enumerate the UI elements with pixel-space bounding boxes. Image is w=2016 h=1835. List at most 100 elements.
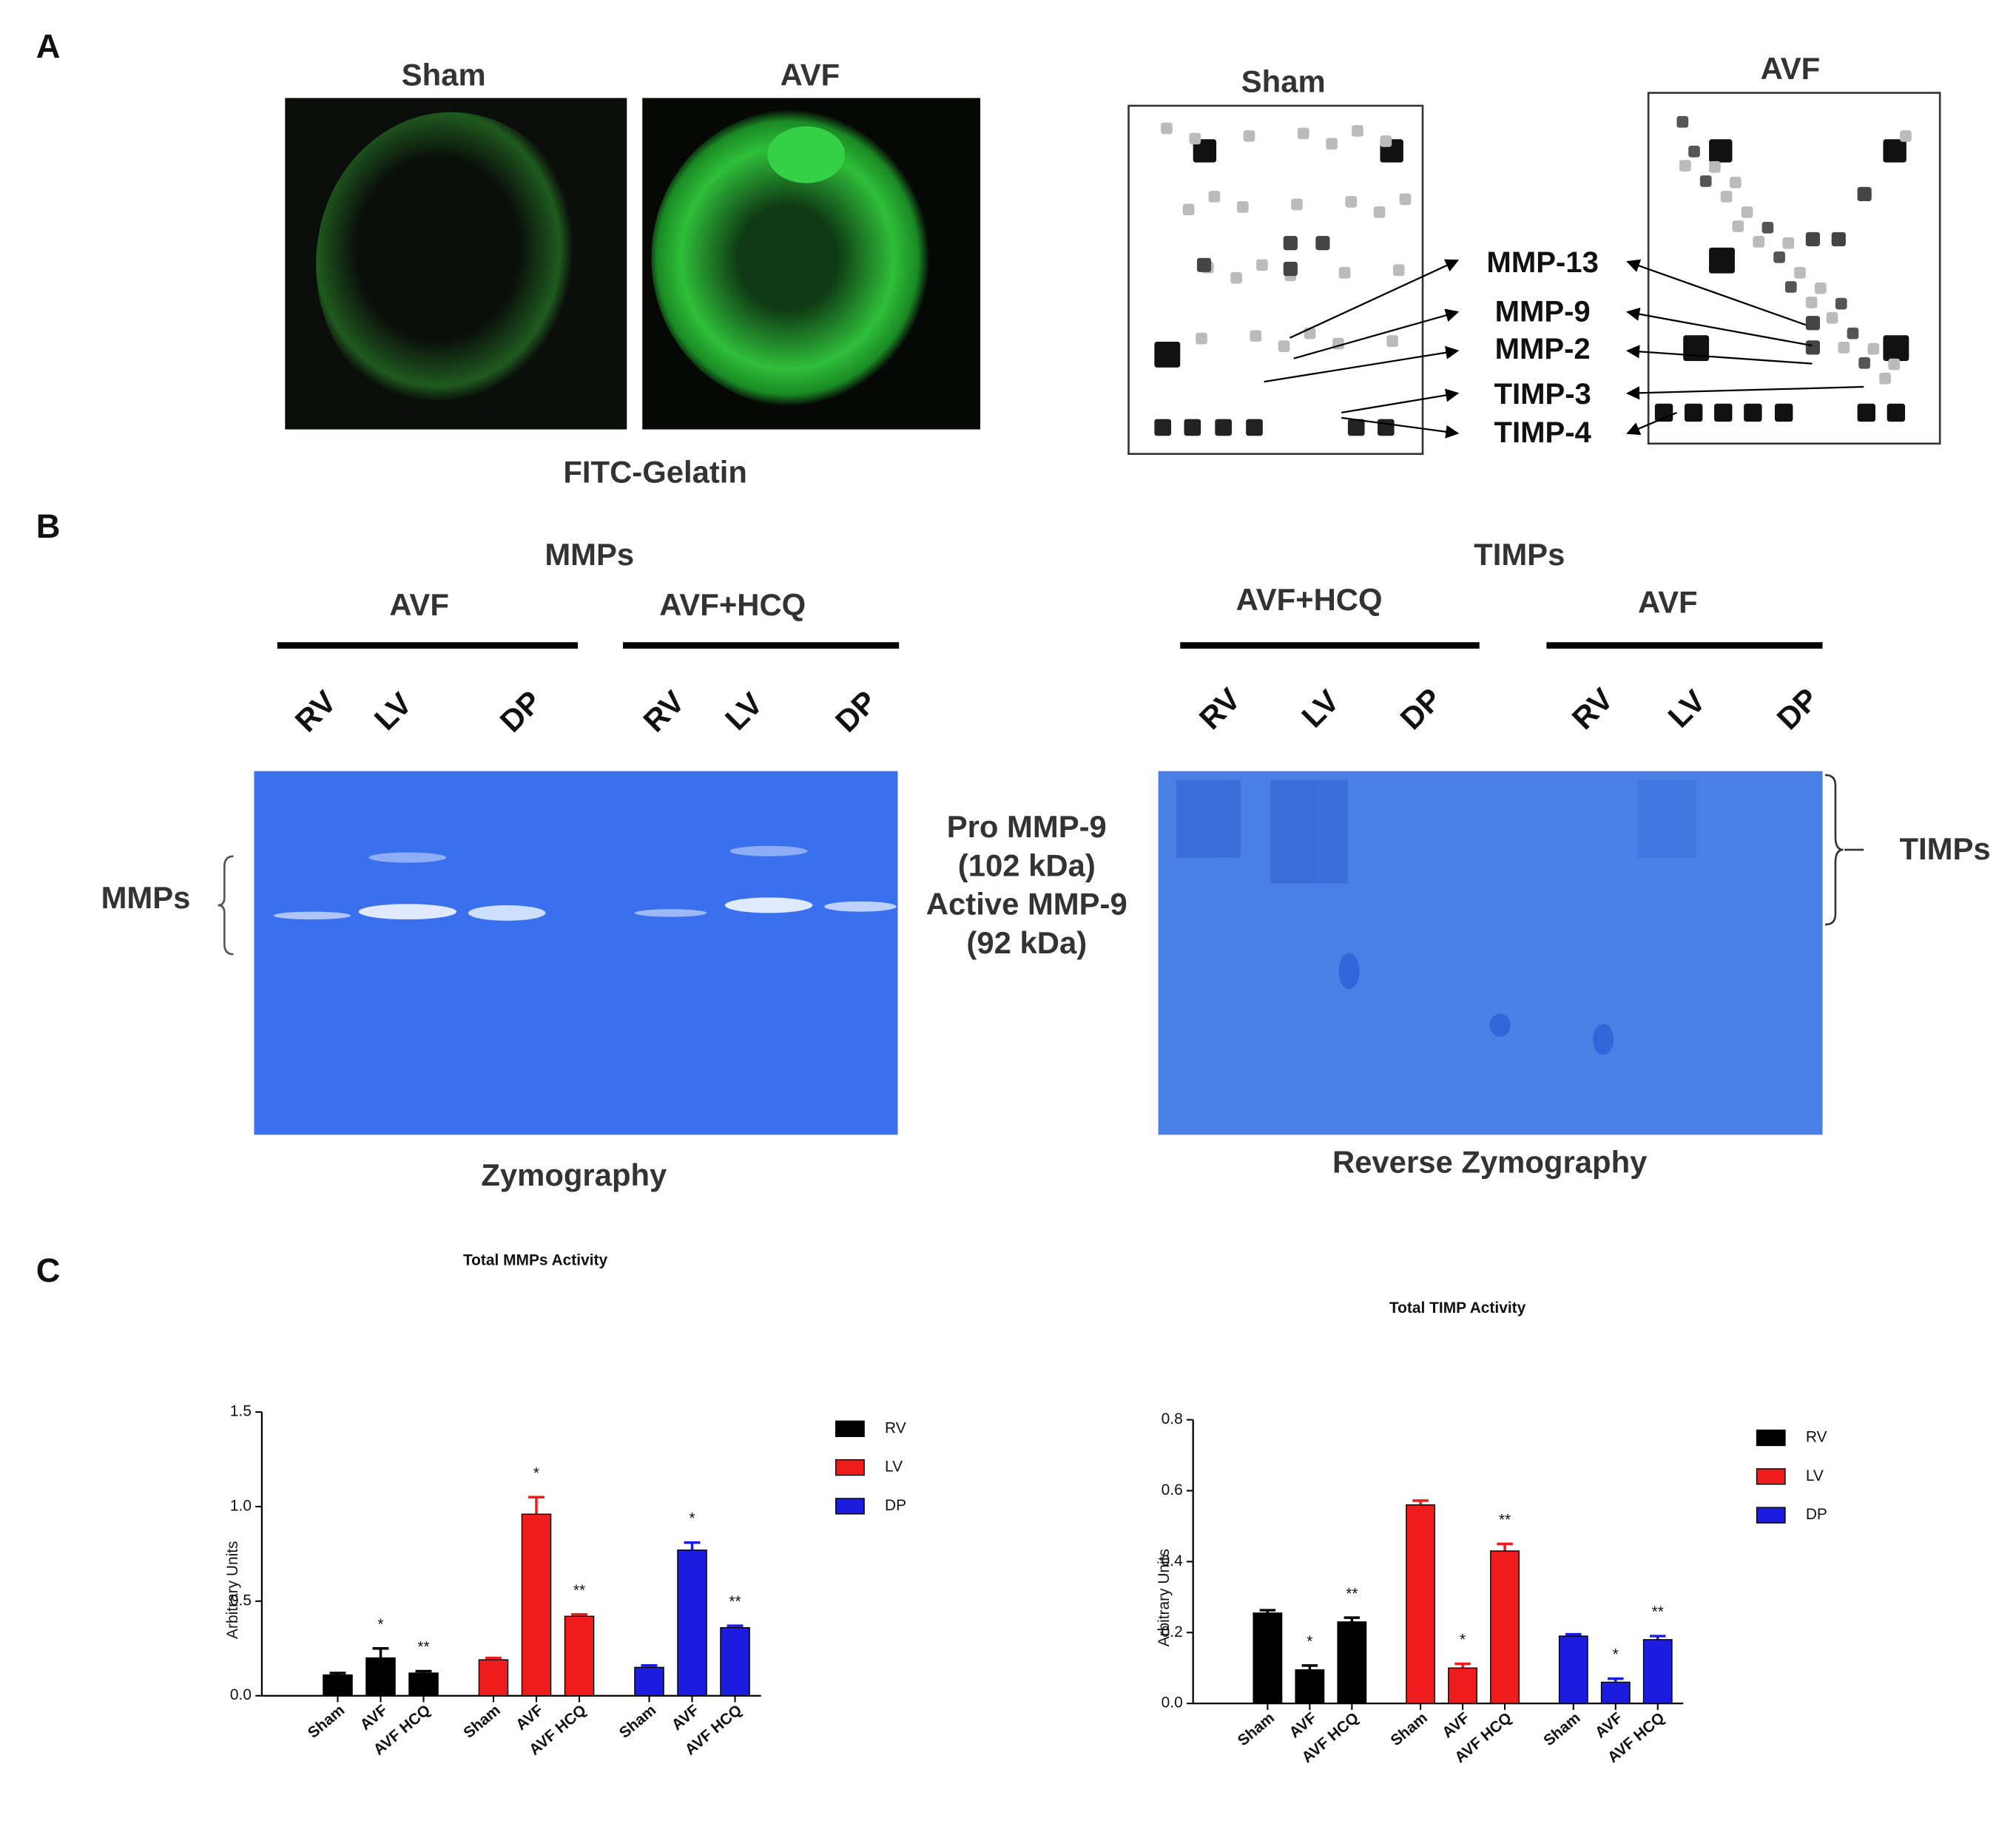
y-tick-label: 0.2 (1162, 1623, 1183, 1640)
x-tick-label: AVF (513, 1702, 547, 1734)
bar (1406, 1504, 1435, 1704)
spot (1720, 191, 1733, 203)
array-label: MMP-9 (1495, 295, 1591, 328)
x-tick-label: Sham (305, 1702, 348, 1742)
error-bar (528, 1496, 545, 1515)
spot (1297, 127, 1309, 140)
significance-mark: ** (573, 1582, 585, 1599)
array-title: AVF (1761, 51, 1821, 86)
bracket (218, 855, 234, 956)
spot (1835, 297, 1847, 310)
spot (1900, 130, 1912, 142)
lane-label: RV (1193, 681, 1247, 736)
significance-mark: * (377, 1616, 383, 1633)
x-tick-label: AVF (1286, 1709, 1320, 1742)
spot (1208, 191, 1221, 203)
bar (720, 1626, 750, 1697)
spot (1154, 342, 1181, 368)
gel-side-label: MMPs (101, 880, 191, 915)
spot (1858, 356, 1870, 369)
gel-caption: Zymography (481, 1158, 667, 1192)
spot (1278, 340, 1290, 352)
significance-mark: ** (1652, 1603, 1664, 1621)
legend-label: DP (885, 1497, 906, 1514)
avf-blob (767, 126, 845, 183)
y-tick-label: 0.4 (1162, 1552, 1183, 1569)
lane-label: DP (1770, 681, 1824, 736)
spot (1196, 257, 1212, 272)
spot (1699, 175, 1712, 187)
array-label: TIMP-4 (1494, 416, 1591, 449)
image-title: AVF (781, 58, 840, 92)
spot (1184, 419, 1201, 436)
legend-label: LV (1806, 1467, 1824, 1484)
x-tick-label: AVF (1439, 1709, 1473, 1742)
significance-mark: * (533, 1464, 539, 1481)
group-bar (623, 642, 900, 649)
bar (1600, 1681, 1631, 1704)
spot (1352, 125, 1363, 137)
error-bar (1608, 1677, 1624, 1683)
reverse-zymography-gel (1158, 771, 1823, 1135)
spot (1347, 419, 1365, 436)
x-tick-label: AVF (669, 1702, 703, 1734)
legend-label: LV (885, 1459, 903, 1476)
y-tick-label: 0.0 (230, 1686, 252, 1703)
spot (1688, 146, 1700, 158)
bar (1337, 1621, 1367, 1704)
legend-label: RV (1806, 1429, 1827, 1446)
image-title: Sham (402, 58, 486, 92)
spot (1189, 132, 1201, 145)
spot (1714, 403, 1733, 422)
significance-mark: ** (417, 1639, 429, 1656)
spot (1883, 335, 1909, 362)
array-spots (1154, 115, 1912, 436)
spot (1838, 342, 1850, 354)
spot (1283, 261, 1298, 277)
lane-label: LV (368, 686, 419, 737)
y-tick-label: 0.0 (1162, 1694, 1183, 1711)
y-axis-label: Arbitrary Units (224, 1541, 241, 1639)
error-bar (1649, 1635, 1666, 1640)
legend-label: DP (1806, 1506, 1827, 1523)
spot (1888, 358, 1901, 371)
x-tick-label: AVF (357, 1702, 391, 1734)
array-label: MMP-13 (1486, 246, 1598, 279)
bar (677, 1550, 707, 1697)
spot (1774, 403, 1793, 422)
x-tick-label: Sham (1235, 1709, 1278, 1749)
spot (1709, 247, 1735, 274)
spot (1182, 203, 1195, 216)
spot (1709, 139, 1733, 163)
bar (1558, 1635, 1588, 1704)
legend-label: RV (885, 1419, 906, 1436)
lane-label: LV (1661, 683, 1712, 734)
gel-title: MMPs (545, 537, 634, 572)
error-bar (1412, 1499, 1429, 1505)
spot (1373, 206, 1386, 218)
significance-mark: ** (1346, 1585, 1358, 1602)
avf-cell (651, 109, 935, 407)
spot (1794, 266, 1806, 279)
spot (1847, 327, 1859, 339)
lane-label: RV (636, 684, 691, 739)
gel-bands (273, 845, 897, 921)
significance-mark: * (1613, 1646, 1619, 1663)
x-tick-label: Sham (460, 1702, 503, 1742)
x-tick-label: Sham (616, 1702, 659, 1742)
spot (1326, 138, 1338, 150)
error-bar (1497, 1542, 1513, 1551)
legend-swatch (835, 1459, 865, 1476)
spot (1883, 139, 1907, 163)
array-label: TIMP-3 (1494, 378, 1591, 410)
group-bar (277, 642, 579, 649)
legend-swatch (835, 1498, 865, 1515)
group-label: AVF (389, 587, 449, 622)
spot (1732, 220, 1744, 232)
spot (1679, 160, 1691, 172)
spot (1729, 176, 1742, 189)
array-label: MMP-2 (1495, 333, 1591, 365)
legend-swatch (1756, 1429, 1786, 1447)
spot (1345, 196, 1358, 208)
bar (1253, 1612, 1283, 1704)
